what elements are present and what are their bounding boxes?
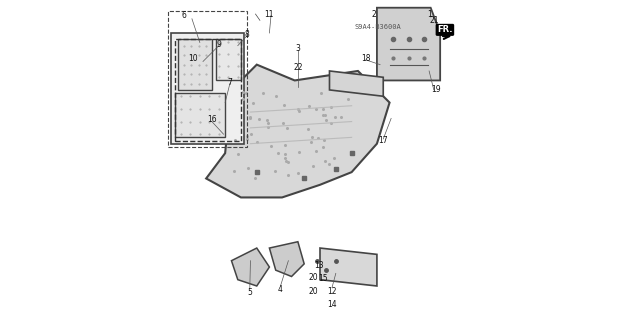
Polygon shape [320,248,377,286]
Polygon shape [269,242,304,277]
Text: 5: 5 [248,288,252,297]
Text: 10: 10 [189,54,198,63]
Polygon shape [178,39,212,90]
Text: 6: 6 [182,11,186,20]
Text: 9: 9 [216,40,221,48]
Polygon shape [172,33,244,144]
Polygon shape [206,65,390,197]
Text: 21: 21 [429,16,439,25]
Text: 4: 4 [278,285,283,294]
Text: FR.: FR. [437,25,452,34]
Polygon shape [330,71,383,96]
Text: 18: 18 [361,54,371,63]
Text: 8: 8 [244,30,249,39]
Text: 20: 20 [308,287,318,296]
Polygon shape [232,248,269,286]
Polygon shape [175,93,225,137]
Text: 1: 1 [427,10,431,19]
Polygon shape [377,8,440,80]
Text: 17: 17 [378,136,388,145]
Text: 12: 12 [327,287,337,296]
Text: S9A4-B3600A: S9A4-B3600A [355,24,401,30]
Text: 7: 7 [227,78,232,86]
Text: 2: 2 [371,10,376,19]
Text: 13: 13 [314,261,324,270]
Text: 20: 20 [308,273,318,282]
Text: 3: 3 [296,44,300,53]
Text: 11: 11 [265,10,274,19]
Text: 19: 19 [431,85,441,94]
Text: 15: 15 [318,274,328,283]
Text: 22: 22 [294,63,303,72]
Text: 16: 16 [207,115,217,124]
Polygon shape [216,39,241,80]
Text: 14: 14 [327,300,337,309]
